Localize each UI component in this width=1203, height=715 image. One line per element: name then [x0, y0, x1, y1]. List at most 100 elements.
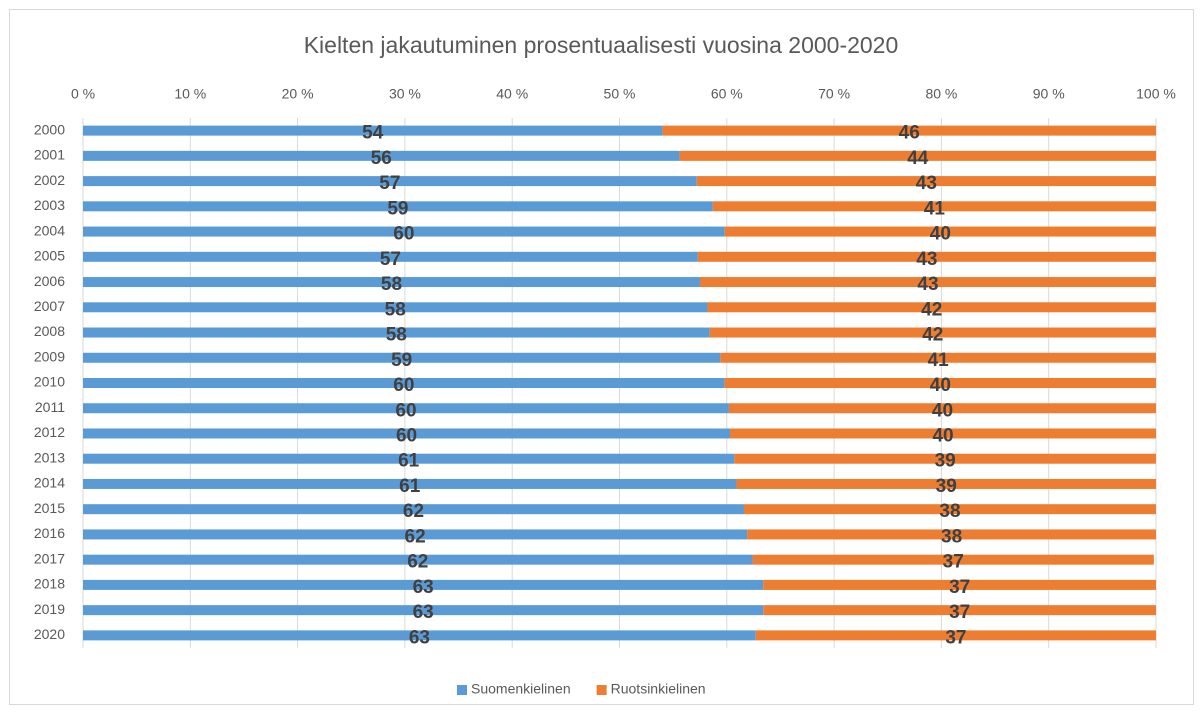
bar-segment	[763, 579, 1156, 590]
bar-segment	[763, 605, 1156, 616]
data-label: 62	[407, 552, 428, 573]
y-tick-label: 2015	[34, 500, 65, 516]
data-label: 42	[921, 299, 942, 320]
y-tick-label: 2003	[34, 197, 65, 213]
legend-label: Suomenkielinen	[471, 681, 571, 697]
bar-segment	[697, 251, 1156, 262]
legend-label: Ruotsinkielinen	[611, 681, 706, 697]
y-tick-label: 2010	[34, 374, 65, 390]
data-label: 43	[917, 274, 938, 295]
data-label: 61	[398, 451, 420, 472]
data-label: 60	[395, 400, 416, 421]
data-label: 58	[386, 325, 407, 346]
data-label: 60	[393, 224, 414, 245]
data-label: 60	[396, 425, 417, 446]
data-label: 39	[936, 476, 957, 497]
bar-segment	[734, 453, 1156, 464]
data-label: 37	[943, 552, 964, 573]
data-label: 38	[939, 501, 960, 522]
y-tick-label: 2017	[34, 550, 65, 566]
x-tick-label: 10 %	[174, 86, 206, 102]
legend-swatch	[596, 685, 607, 695]
data-label: 37	[945, 627, 966, 648]
data-label: 57	[379, 173, 400, 194]
bar-segment	[679, 150, 1156, 161]
data-label: 43	[916, 173, 937, 194]
bar-segment	[83, 478, 737, 489]
bar-segment	[696, 176, 1156, 187]
data-label: 62	[403, 501, 424, 522]
bar-segment	[83, 579, 764, 590]
x-tick-label: 50 %	[604, 86, 636, 102]
data-label: 40	[932, 425, 953, 446]
bar-segment	[83, 277, 700, 288]
data-label: 60	[393, 375, 414, 396]
bar-segment	[83, 453, 735, 464]
y-tick-label: 2009	[34, 348, 65, 364]
bar-segment	[699, 277, 1156, 288]
y-tick-label: 2005	[34, 248, 65, 264]
y-tick-label: 2012	[34, 424, 65, 440]
data-label: 56	[371, 148, 392, 169]
y-tick-label: 2011	[35, 399, 65, 415]
bar-segment	[724, 378, 1156, 388]
y-tick-label: 2013	[34, 449, 65, 465]
data-label: 41	[924, 198, 946, 219]
bar-segment	[83, 251, 698, 262]
bar-segment	[83, 226, 725, 237]
data-label: 62	[405, 526, 426, 547]
x-tick-label: 100 %	[1136, 86, 1176, 102]
data-label: 37	[949, 602, 970, 623]
x-tick-label: 40 %	[496, 86, 528, 102]
x-tick-label: 70 %	[818, 86, 850, 102]
y-tick-label: 2019	[34, 601, 65, 617]
bar-segment	[662, 125, 1156, 136]
data-label: 63	[409, 627, 430, 648]
bar-segment	[728, 403, 1156, 414]
bar-segment	[747, 529, 1156, 540]
y-tick-label: 2020	[34, 626, 65, 642]
data-label: 40	[932, 400, 953, 421]
bar-segment	[755, 630, 1156, 641]
data-label: 54	[362, 123, 384, 144]
bar-segment	[83, 378, 725, 388]
y-tick-label: 2002	[34, 172, 65, 188]
x-tick-label: 30 %	[389, 86, 421, 102]
bar-segment	[83, 554, 753, 565]
x-tick-label: 80 %	[925, 86, 957, 102]
data-label: 63	[413, 577, 434, 598]
y-tick-label: 2006	[34, 273, 65, 289]
data-label: 41	[928, 350, 950, 371]
data-label: 37	[949, 577, 970, 598]
legend-swatch	[457, 685, 467, 695]
y-tick-label: 2000	[34, 121, 65, 137]
bar-segment	[83, 201, 713, 212]
data-label: 38	[941, 526, 962, 547]
data-label: 59	[387, 198, 408, 219]
data-label: 44	[907, 148, 929, 169]
bar-segment	[730, 428, 1156, 439]
data-label: 46	[899, 123, 920, 144]
y-tick-label: 2007	[34, 298, 65, 314]
bar-segment	[724, 226, 1156, 237]
y-tick-label: 2001	[34, 147, 65, 163]
data-label: 42	[922, 325, 943, 346]
bar-segment	[83, 504, 744, 515]
bar-segment	[752, 554, 1154, 565]
data-label: 43	[916, 249, 937, 270]
bar-segment	[83, 630, 756, 641]
x-tick-label: 90 %	[1033, 86, 1065, 102]
chart-title: Kielten jakautuminen prosentuaalisesti v…	[304, 32, 899, 58]
bar-segment	[712, 201, 1156, 212]
bar-segment	[83, 403, 729, 414]
bar-segment	[83, 125, 663, 136]
data-label: 61	[399, 476, 421, 497]
y-tick-label: 2016	[34, 525, 65, 541]
bar-segment	[83, 327, 710, 338]
x-tick-label: 60 %	[711, 86, 743, 102]
y-tick-label: 2004	[34, 222, 65, 238]
data-label: 59	[391, 350, 412, 371]
data-label: 57	[380, 249, 401, 270]
bar-segment	[743, 504, 1156, 515]
